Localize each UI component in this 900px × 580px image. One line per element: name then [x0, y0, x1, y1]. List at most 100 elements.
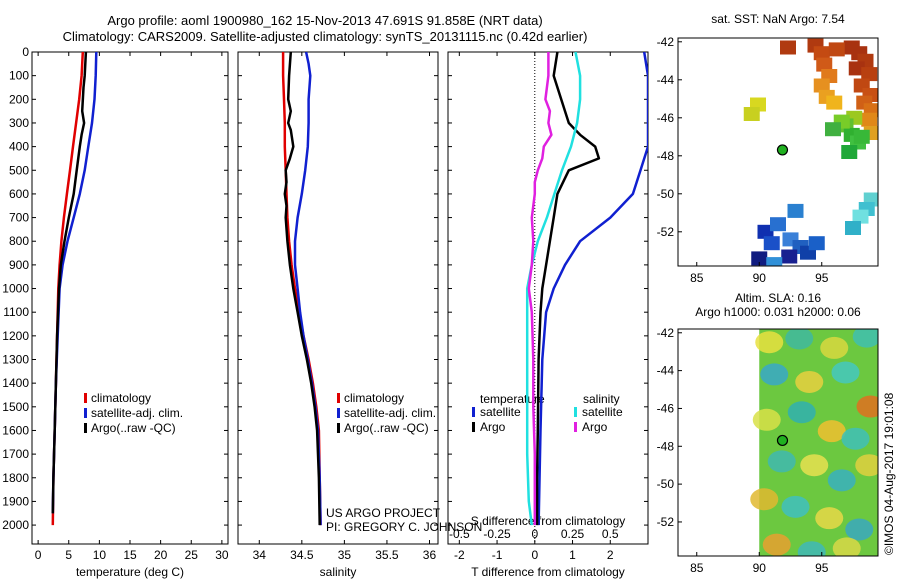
y-tick-label: 1100 — [3, 305, 29, 319]
sst-pixel — [826, 95, 843, 110]
series-line-t-satellite — [537, 52, 648, 526]
map-y-tick-label: -48 — [657, 439, 675, 453]
map-y-tick-label: -42 — [657, 326, 675, 340]
y-tick-label: 100 — [9, 69, 29, 83]
y-tick-label: 300 — [9, 116, 29, 130]
series-line-argo — [283, 52, 321, 526]
sla-anomaly-blob — [855, 454, 878, 477]
map-x-tick-label: 90 — [753, 271, 767, 285]
y-tick-label: 1800 — [2, 471, 29, 485]
legend-swatch-satellite-adj — [84, 408, 87, 418]
legend-argo: Argo(..raw -QC) — [91, 421, 176, 435]
legend-swatch-t-satellite — [472, 407, 475, 417]
y-tick-label: 1200 — [2, 329, 29, 343]
y-tick-label: 1300 — [2, 353, 29, 367]
sla-anomaly-blob — [841, 427, 870, 450]
sst-pixel — [813, 78, 830, 93]
temperature-xlabel: temperature (deg C) — [76, 565, 184, 579]
series-line-t-argo — [535, 52, 601, 526]
legend-t-argo: Argo — [480, 420, 506, 434]
sla-anomaly-blob — [762, 533, 791, 556]
map-x-tick-label: 85 — [690, 271, 704, 285]
map-x-tick-label: 95 — [815, 561, 829, 575]
legend-swatch-climatology — [337, 393, 340, 403]
y-tick-label: 1400 — [2, 376, 29, 390]
series-line-s-argo — [527, 52, 553, 526]
legend-temperature-header: temperature — [480, 392, 545, 406]
y-tick-label: 1700 — [2, 447, 29, 461]
project-annotation: US ARGO PROJECT — [326, 506, 441, 520]
sla-anomaly-blob — [750, 488, 779, 511]
sla-anomaly-blob — [795, 370, 824, 393]
y-tick-label: 500 — [9, 163, 29, 177]
legend-swatch-argo — [337, 423, 340, 433]
sla-anomaly-blob — [845, 518, 874, 541]
sla-anomaly-blob — [852, 329, 878, 348]
series-line-climatology — [51, 52, 85, 526]
sst-pixel — [825, 122, 841, 137]
y-tick-label: 1600 — [2, 423, 29, 437]
legend-s-argo: Argo — [582, 420, 608, 434]
x-tick-label: 35.5 — [375, 548, 399, 562]
sst-pixel — [828, 42, 845, 57]
salinity-legend: climatology satellite-adj. clim. Argo(..… — [337, 391, 436, 435]
sla-anomaly-blob — [787, 401, 816, 424]
y-tick-label: 700 — [9, 211, 29, 225]
map-y-tick-label: -44 — [657, 73, 675, 87]
sst-pixel — [763, 236, 780, 251]
x-tick-label: 34.5 — [290, 548, 314, 562]
map-y-tick-label: -44 — [657, 364, 675, 378]
x-tick-label: 15 — [123, 548, 137, 562]
legend-climatology: climatology — [91, 391, 151, 405]
x-tick-label: 20 — [154, 548, 168, 562]
series-group — [525, 52, 648, 544]
legend-swatch-s-argo — [574, 422, 577, 432]
x2-tick-label: 0.25 — [561, 527, 585, 541]
legend-swatch-climatology — [84, 393, 87, 403]
sla-anomaly-blob — [827, 469, 856, 492]
sst-pixel — [743, 107, 760, 121]
x-tick-label: -2 — [454, 548, 465, 562]
sla-anomaly-blob — [797, 541, 826, 556]
sst-pixel — [766, 257, 783, 266]
sla-anomaly-blob — [817, 420, 846, 443]
y-tick-label: 200 — [9, 92, 29, 106]
sst-pixel — [841, 145, 858, 159]
x-tick-label: 25 — [185, 548, 199, 562]
map-y-tick-label: -42 — [657, 35, 675, 49]
map-y-tick-label: -48 — [657, 149, 675, 163]
legend-swatch-t-argo — [472, 422, 475, 432]
legend-swatch-satellite-adj — [337, 408, 340, 418]
y-tick-label: 600 — [9, 187, 29, 201]
sst-pixel — [787, 203, 804, 218]
y-tick-label: 400 — [9, 140, 29, 154]
s-difference-xlabel: S difference from climatology — [471, 514, 626, 528]
sla-map-title-2: Argo h1000: 0.031 h2000: 0.06 — [695, 305, 861, 319]
x2-tick-label: 0.5 — [602, 527, 619, 541]
sla-anomaly-blob — [800, 454, 829, 477]
sla-anomaly-blob — [815, 507, 844, 530]
sst-pixel — [770, 217, 786, 232]
x-tick-label: -1 — [492, 548, 503, 562]
x-tick-label: 5 — [65, 548, 72, 562]
sla-anomaly-blob — [781, 495, 810, 518]
map-y-tick-label: -52 — [657, 515, 675, 529]
title-line-2: Climatology: CARS2009. Satellite-adjuste… — [62, 29, 588, 44]
y-tick-label: 1500 — [2, 400, 29, 414]
x-tick-label: 10 — [93, 548, 107, 562]
x-tick-label: 0 — [35, 548, 42, 562]
y-tick-label: 2000 — [2, 518, 29, 532]
footer-timestamp: ©IMOS 04-Aug-2017 19:01:08 — [882, 392, 896, 555]
sla-map-frame — [677, 328, 879, 557]
sst-pixel — [861, 67, 878, 82]
series-line-argo — [51, 52, 88, 514]
map-x-tick-label: 90 — [753, 561, 767, 575]
y-tick-label: 1900 — [2, 494, 29, 508]
sst-map-title: sat. SST: NaN Argo: 7.54 — [711, 12, 845, 26]
sst-pixel — [816, 57, 833, 72]
sla-anomaly-blob — [755, 331, 784, 354]
salinity-xlabel: salinity — [320, 565, 357, 579]
legend-salinity-header: salinity — [583, 392, 620, 406]
legend-satellite-adj: satellite-adj. clim. — [344, 406, 436, 420]
